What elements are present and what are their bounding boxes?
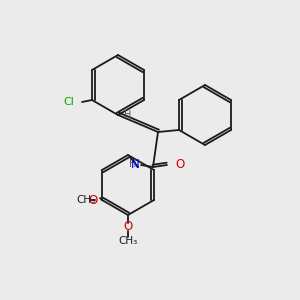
Text: N: N [131, 158, 140, 170]
Text: O: O [123, 220, 133, 233]
Text: O: O [89, 194, 98, 206]
Text: H: H [124, 110, 132, 119]
Text: CH₃: CH₃ [118, 236, 138, 246]
Text: CH₃: CH₃ [76, 195, 96, 205]
Text: H: H [129, 159, 136, 169]
Text: Cl: Cl [63, 97, 74, 107]
Text: O: O [175, 158, 184, 170]
